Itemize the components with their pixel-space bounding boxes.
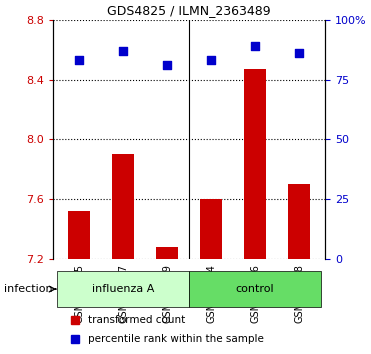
Point — [120, 48, 126, 54]
Bar — [288, 184, 310, 259]
Point — [252, 43, 258, 49]
Point — [76, 58, 82, 63]
Bar — [244, 69, 266, 259]
FancyBboxPatch shape — [57, 271, 189, 307]
Point — [296, 50, 302, 56]
Bar — [200, 199, 222, 259]
Text: percentile rank within the sample: percentile rank within the sample — [88, 334, 264, 344]
Bar — [156, 247, 178, 259]
Title: GDS4825 / ILMN_2363489: GDS4825 / ILMN_2363489 — [107, 4, 271, 17]
FancyBboxPatch shape — [189, 271, 321, 307]
Bar — [112, 154, 134, 259]
Text: control: control — [236, 284, 275, 294]
Point — [164, 62, 170, 68]
Text: transformed count: transformed count — [88, 315, 186, 325]
Text: infection: infection — [4, 284, 53, 294]
Point — [208, 58, 214, 63]
Text: influenza A: influenza A — [92, 284, 154, 294]
Bar — [68, 211, 90, 259]
